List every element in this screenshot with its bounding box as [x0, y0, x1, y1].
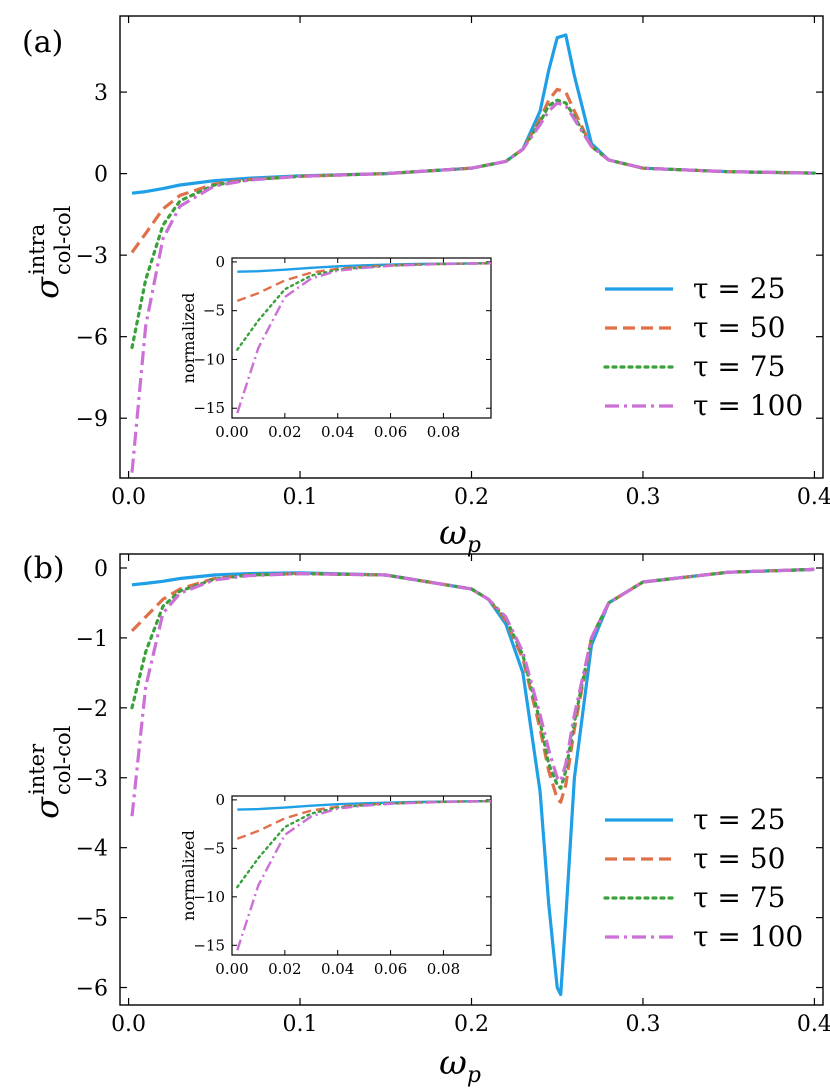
- y-tick-label: −9: [76, 407, 108, 432]
- inset-x-tick-label: 0.06: [374, 423, 407, 441]
- inset-x-tick-label: 0.04: [321, 423, 354, 441]
- legend-label: τ = 25: [693, 803, 785, 836]
- y-tick-label: 3: [94, 81, 108, 106]
- inset-frame: [231, 795, 492, 956]
- inset-x-tick-label: 0.02: [268, 960, 301, 978]
- x-tick-label: 0.0: [111, 1012, 146, 1037]
- legend-label: τ = 50: [693, 842, 785, 875]
- inset-y-tick-label: −5: [203, 302, 225, 320]
- y-axis-superscript: intra: [25, 224, 49, 275]
- y-tick-label: −6: [76, 977, 108, 1002]
- y-tick-label: −1: [76, 627, 108, 652]
- inset: 0.00 0.02 0.04 0.06 0.08 0 −5 −10 −15 normalized: [179, 253, 492, 441]
- inset-y-tick-label: −10: [193, 888, 225, 906]
- x-tick-label: 0.4: [797, 485, 830, 510]
- inset-y-tick-label: −15: [193, 399, 225, 417]
- series-line-100: [130, 567, 815, 817]
- legend-label: τ = 75: [693, 350, 785, 383]
- legend-label: τ = 100: [693, 389, 803, 422]
- legend: τ = 25 τ = 50 τ = 75 τ = 100: [603, 272, 803, 422]
- y-axis-superscript: inter: [25, 743, 49, 795]
- x-tick-label: 0.0: [111, 485, 146, 510]
- y-tick-label: −4: [76, 837, 108, 862]
- inset-x-tick-label: 0.06: [374, 960, 407, 978]
- y-axis-subscript: col-col: [51, 205, 75, 275]
- y-tick-label: 0: [94, 163, 108, 188]
- legend-label: τ = 25: [693, 272, 785, 305]
- y-tick-label: −2: [76, 697, 108, 722]
- x-axis-label: ωp: [439, 1043, 481, 1088]
- inset-x-tick-label: 0.02: [268, 423, 301, 441]
- series-line-100: [130, 101, 815, 473]
- x-tick-label: 0.1: [283, 485, 318, 510]
- inset-y-tick-label: −10: [193, 350, 225, 368]
- y-tick-label: −5: [76, 907, 108, 932]
- inset: 0.00 0.02 0.04 0.06 0.08 0 −5 −10 −15 normalized: [179, 791, 492, 978]
- y-axis-symbol: σ: [28, 796, 66, 819]
- x-tick-label: 0.3: [625, 485, 660, 510]
- inset-x-tick-label: 0.04: [321, 960, 354, 978]
- inset-x-tick-label: 0.00: [215, 960, 248, 978]
- y-axis-subscript: col-col: [51, 725, 75, 795]
- y-axis-symbol: σ: [28, 276, 66, 299]
- inset-y-axis-label: normalized: [179, 830, 198, 921]
- inset-y-tick-label: 0: [215, 253, 225, 271]
- inset-y-tick-label: 0: [215, 791, 225, 809]
- x-axis-label: ωp: [439, 513, 481, 558]
- inset-x-tick-label: 0.08: [427, 960, 460, 978]
- legend: τ = 25 τ = 50 τ = 75 τ = 100: [603, 803, 803, 953]
- series-line-50: [130, 567, 815, 804]
- inset-frame: [231, 257, 492, 419]
- inset-y-axis-label: normalized: [179, 293, 198, 384]
- series-line-75: [130, 567, 817, 790]
- inset-series-line: [236, 800, 491, 951]
- y-tick-label: −6: [76, 326, 108, 351]
- x-tick-label: 0.4: [797, 1012, 830, 1037]
- x-tick-label: 0.3: [625, 1012, 660, 1037]
- y-tick-label: −3: [76, 767, 108, 792]
- y-tick-label: −3: [76, 244, 108, 269]
- x-tick-label: 0.1: [283, 1012, 318, 1037]
- legend-label: τ = 100: [693, 920, 803, 953]
- legend-label: τ = 75: [693, 881, 785, 914]
- panel-label: (b): [22, 551, 65, 586]
- series-line-25: [131, 567, 815, 997]
- inset-y-tick-label: −15: [193, 936, 225, 954]
- inset-series-line: [236, 262, 491, 414]
- inset-x-tick-label: 0.08: [427, 423, 460, 441]
- panel-label: (a): [22, 25, 63, 60]
- inset-x-tick-label: 0.00: [215, 423, 248, 441]
- x-tick-label: 0.2: [454, 1012, 489, 1037]
- y-tick-label: 0: [94, 557, 108, 582]
- legend-label: τ = 50: [693, 311, 785, 344]
- x-tick-label: 0.2: [454, 485, 489, 510]
- inset-y-tick-label: −5: [203, 839, 225, 857]
